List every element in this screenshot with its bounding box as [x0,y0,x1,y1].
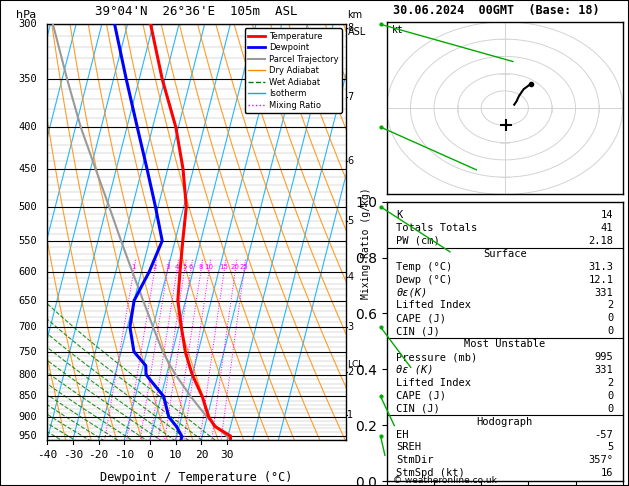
Text: Lifted Index: Lifted Index [396,378,471,388]
Text: Dewpoint / Temperature (°C): Dewpoint / Temperature (°C) [101,471,292,484]
Text: -10: -10 [114,450,135,460]
Text: SREH: SREH [396,442,421,452]
Text: EH: EH [396,430,409,439]
Text: 4: 4 [347,272,353,282]
Text: 6: 6 [188,264,193,270]
Text: kt: kt [391,25,403,35]
Text: Temp (°C): Temp (°C) [396,261,452,272]
Text: Totals Totals: Totals Totals [396,223,477,233]
Text: 350: 350 [18,74,36,85]
Text: θε (K): θε (K) [396,365,434,375]
Text: 2: 2 [607,300,613,311]
Text: 900: 900 [18,412,36,422]
Text: 2: 2 [152,264,157,270]
Text: Dewp (°C): Dewp (°C) [396,275,452,285]
Text: 0: 0 [147,450,153,460]
Text: 850: 850 [18,391,36,401]
Text: 25: 25 [240,264,248,270]
Text: K: K [396,210,403,220]
Text: 5: 5 [607,442,613,452]
Text: 16: 16 [601,468,613,478]
Text: 31.3: 31.3 [588,261,613,272]
Text: 30.06.2024  00GMT  (Base: 18): 30.06.2024 00GMT (Base: 18) [393,4,599,17]
Text: 30: 30 [220,450,234,460]
Text: 12.1: 12.1 [588,275,613,285]
Text: 2: 2 [607,378,613,388]
Text: km: km [347,10,362,20]
Text: 300: 300 [18,19,36,29]
Text: StmSpd (kt): StmSpd (kt) [396,468,465,478]
Text: 15: 15 [220,264,228,270]
Text: 5: 5 [182,264,186,270]
Text: 331: 331 [594,365,613,375]
Text: 39°04'N  26°36'E  105m  ASL: 39°04'N 26°36'E 105m ASL [96,5,298,18]
Text: 0: 0 [607,391,613,401]
Text: Pressure (mb): Pressure (mb) [396,352,477,362]
Legend: Temperature, Dewpoint, Parcel Trajectory, Dry Adiabat, Wet Adiabat, Isotherm, Mi: Temperature, Dewpoint, Parcel Trajectory… [245,29,342,113]
Text: 5: 5 [347,216,353,226]
Text: 14: 14 [601,210,613,220]
Text: 700: 700 [18,322,36,332]
Text: 6: 6 [347,156,353,166]
Text: LCL: LCL [347,360,364,369]
Text: StmDir: StmDir [396,455,434,465]
Text: 500: 500 [18,202,36,212]
Text: 600: 600 [18,267,36,277]
Text: CAPE (J): CAPE (J) [396,313,446,323]
Text: 550: 550 [18,236,36,246]
Text: 0: 0 [607,326,613,336]
Text: -20: -20 [89,450,109,460]
Text: -57: -57 [594,430,613,439]
Text: 331: 331 [594,288,613,297]
Text: 20: 20 [231,264,240,270]
Text: 8: 8 [199,264,203,270]
Text: ASL: ASL [347,27,365,37]
Text: 2: 2 [347,367,353,378]
Text: Most Unstable: Most Unstable [464,339,545,349]
Text: 20: 20 [194,450,208,460]
Text: CAPE (J): CAPE (J) [396,391,446,401]
Text: Surface: Surface [483,249,526,259]
Text: 400: 400 [18,122,36,132]
Text: 800: 800 [18,370,36,380]
Text: 4: 4 [174,264,179,270]
Text: 7: 7 [347,92,353,102]
Text: -30: -30 [63,450,83,460]
Text: CIN (J): CIN (J) [396,326,440,336]
Text: Hodograph: Hodograph [477,417,533,427]
Text: 1: 1 [131,264,136,270]
Text: 750: 750 [18,347,36,357]
Text: hPa: hPa [16,10,36,20]
Text: PW (cm): PW (cm) [396,236,440,246]
Text: -40: -40 [37,450,57,460]
Text: θε(K): θε(K) [396,288,428,297]
Text: © weatheronline.co.uk: © weatheronline.co.uk [393,476,497,485]
Text: 0: 0 [607,404,613,414]
Text: 3: 3 [347,322,353,332]
Text: 0: 0 [607,313,613,323]
Text: Lifted Index: Lifted Index [396,300,471,311]
Text: 950: 950 [18,431,36,441]
Text: 2.18: 2.18 [588,236,613,246]
Text: 650: 650 [18,295,36,306]
Text: 3: 3 [165,264,169,270]
Text: Mixing Ratio (g/kg): Mixing Ratio (g/kg) [361,187,371,299]
Text: 995: 995 [594,352,613,362]
Text: 8: 8 [347,23,353,33]
Text: 450: 450 [18,164,36,174]
Text: 357°: 357° [588,455,613,465]
Text: 10: 10 [204,264,213,270]
Text: 10: 10 [169,450,182,460]
Text: 1: 1 [347,410,353,420]
Text: 41: 41 [601,223,613,233]
Text: CIN (J): CIN (J) [396,404,440,414]
